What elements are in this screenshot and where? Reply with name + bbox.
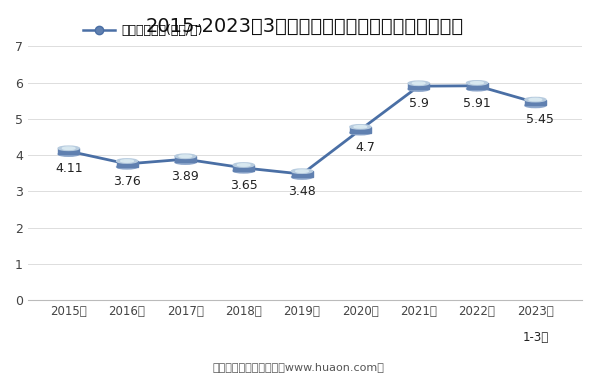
Text: 5.9: 5.9 <box>409 97 429 110</box>
Ellipse shape <box>175 154 196 159</box>
Text: 3.89: 3.89 <box>171 170 199 183</box>
Ellipse shape <box>179 155 192 157</box>
Bar <box>291 171 312 177</box>
Ellipse shape <box>58 146 79 150</box>
Ellipse shape <box>350 125 371 129</box>
Ellipse shape <box>238 164 250 166</box>
Ellipse shape <box>291 175 312 179</box>
Ellipse shape <box>529 98 541 101</box>
Text: 5.45: 5.45 <box>526 113 554 126</box>
Ellipse shape <box>116 159 137 163</box>
Text: 制图：华经产业研究院（www.huaon.com）: 制图：华经产业研究院（www.huaon.com） <box>213 362 384 372</box>
Text: 4.11: 4.11 <box>55 162 82 175</box>
Legend: 期货成交均价(万元/手): 期货成交均价(万元/手) <box>78 19 207 42</box>
Ellipse shape <box>116 165 137 169</box>
Bar <box>116 161 137 167</box>
Text: 3.76: 3.76 <box>113 175 141 188</box>
Ellipse shape <box>233 163 254 167</box>
Ellipse shape <box>470 82 484 84</box>
Bar <box>408 83 429 89</box>
Ellipse shape <box>63 147 75 150</box>
Ellipse shape <box>350 131 371 135</box>
Ellipse shape <box>466 81 488 85</box>
Text: 1-3月: 1-3月 <box>522 331 549 344</box>
Ellipse shape <box>525 97 546 102</box>
Text: 3.65: 3.65 <box>230 179 257 192</box>
Ellipse shape <box>408 81 429 85</box>
Ellipse shape <box>58 152 79 156</box>
Ellipse shape <box>296 170 308 172</box>
Ellipse shape <box>466 86 488 91</box>
Title: 2015-2023年3月大连商品交易所豆一期货成交均价: 2015-2023年3月大连商品交易所豆一期货成交均价 <box>146 17 464 36</box>
Bar <box>350 127 371 133</box>
Bar <box>58 148 79 154</box>
Ellipse shape <box>121 160 133 162</box>
Ellipse shape <box>413 82 425 85</box>
Text: 3.48: 3.48 <box>288 185 316 198</box>
Ellipse shape <box>233 169 254 173</box>
Text: 4.7: 4.7 <box>355 141 375 154</box>
Text: 5.91: 5.91 <box>463 97 491 110</box>
Ellipse shape <box>175 160 196 164</box>
Ellipse shape <box>525 103 546 108</box>
Ellipse shape <box>354 126 367 128</box>
Bar <box>233 165 254 171</box>
Ellipse shape <box>291 169 312 173</box>
Ellipse shape <box>408 87 429 91</box>
Bar <box>175 156 196 162</box>
Bar <box>525 99 546 105</box>
Bar <box>466 83 488 89</box>
